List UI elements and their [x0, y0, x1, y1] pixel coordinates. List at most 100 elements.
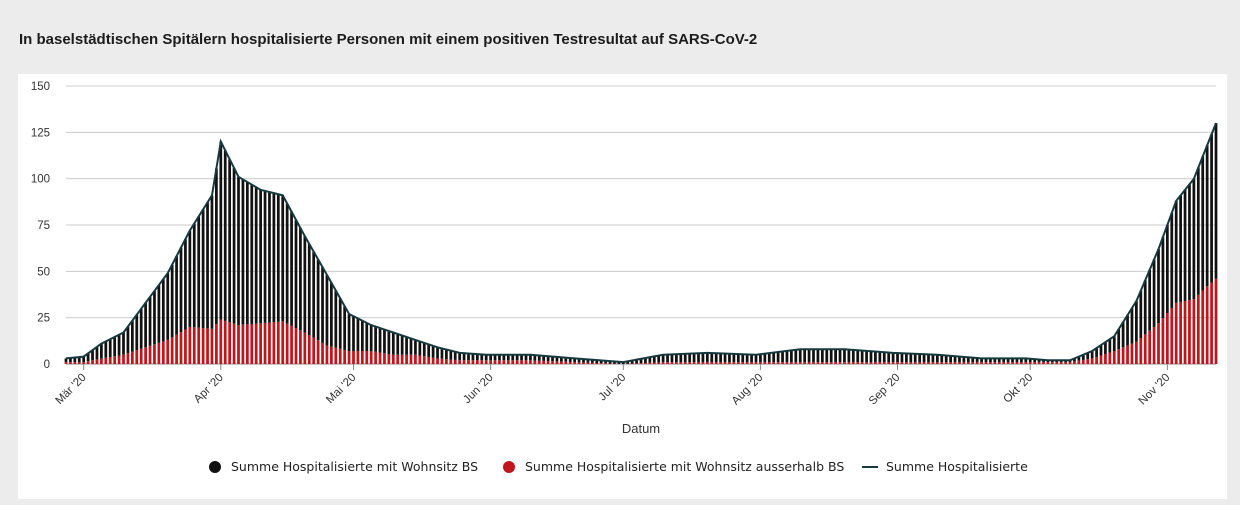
bar-outside-bs [1126, 345, 1129, 364]
bar-bs [502, 354, 506, 361]
legend-marker [503, 461, 515, 473]
bar-bs [878, 351, 882, 363]
bar-outside-bs [1090, 358, 1094, 364]
bar-bs [1086, 352, 1090, 360]
bar-outside-bs [568, 361, 572, 364]
bar-bs [232, 168, 236, 324]
bar-bs [666, 354, 669, 363]
bar-outside-bs [542, 360, 546, 364]
bar-bs [524, 354, 528, 361]
bar-outside-bs [64, 362, 68, 364]
bar-bs [422, 342, 426, 357]
bar-outside-bs [900, 362, 904, 364]
bar-outside-bs [95, 359, 99, 364]
bar-outside-bs [816, 362, 820, 364]
bar-bs [360, 320, 364, 352]
bar-outside-bs [400, 354, 404, 364]
bar-bs [1002, 358, 1006, 363]
bar-bs [458, 352, 462, 361]
bar-outside-bs [776, 362, 780, 364]
bar-bs [1174, 200, 1178, 303]
bar-bs [807, 349, 811, 363]
bar-bs [1130, 308, 1134, 344]
bar-bs [1165, 225, 1169, 314]
bar-bs [1121, 322, 1125, 348]
bar-outside-bs [829, 362, 833, 364]
bar-outside-bs [688, 362, 692, 364]
bar-outside-bs [1130, 343, 1134, 364]
bar-outside-bs [679, 362, 683, 364]
bar-bs [1077, 356, 1081, 361]
bar-bs [595, 360, 599, 363]
bar-outside-bs [586, 362, 590, 364]
bar-bs [537, 355, 541, 361]
bar-outside-bs [321, 342, 324, 364]
bar-outside-bs [414, 354, 417, 364]
bar-bs [608, 361, 612, 364]
y-tick-label: 25 [37, 313, 50, 325]
bar-bs [139, 308, 143, 349]
bar-outside-bs [338, 348, 342, 364]
bar-outside-bs [440, 358, 444, 364]
bar-bs [847, 349, 851, 363]
bar-outside-bs [285, 323, 289, 364]
bar-outside-bs [648, 362, 652, 364]
bar-outside-bs [1095, 356, 1098, 364]
bar-bs [1170, 212, 1174, 308]
bar-outside-bs [272, 322, 276, 364]
bar-outside-bs [728, 362, 731, 364]
bar-bs [582, 359, 585, 363]
bar-bs [820, 349, 824, 363]
bar-bs [453, 351, 457, 360]
bar-bs [515, 354, 519, 361]
bar-bs [334, 290, 338, 348]
bar-bs [374, 326, 377, 352]
bar-outside-bs [1033, 362, 1037, 364]
bar-bs [170, 264, 174, 338]
bar-outside-bs [710, 362, 714, 364]
bar-outside-bs [215, 324, 218, 364]
bar-outside-bs [391, 354, 395, 364]
bar-outside-bs [807, 362, 811, 364]
bar-outside-bs [595, 362, 599, 364]
bar-bs [86, 353, 90, 362]
y-tick-label: 100 [31, 174, 50, 186]
bar-outside-bs [856, 362, 860, 364]
bar-bs [1205, 145, 1209, 287]
bar-outside-bs [374, 351, 377, 364]
bar-outside-bs [847, 362, 851, 364]
bar-bs [263, 190, 267, 323]
bar-bs [1112, 336, 1116, 352]
bar-bs [73, 357, 77, 363]
bar-outside-bs [719, 362, 722, 364]
bar-outside-bs [1037, 362, 1041, 364]
bar-outside-bs [396, 354, 400, 364]
bar-bs [493, 354, 497, 361]
bar-bs [887, 352, 891, 363]
bar-series [64, 123, 1218, 364]
bar-bs [254, 187, 258, 324]
bar-outside-bs [851, 362, 855, 364]
bar-outside-bs [1077, 360, 1081, 364]
bar-bs [767, 353, 771, 363]
bar-outside-bs [1139, 338, 1143, 364]
bar-bs [657, 355, 661, 363]
bar-outside-bs [958, 362, 961, 364]
bar-outside-bs [1020, 362, 1023, 364]
bar-outside-bs [511, 360, 515, 364]
bar-outside-bs [675, 362, 678, 364]
legend-label: Summe Hospitalisierte mit Wohnsitz BS [231, 459, 478, 474]
bar-outside-bs [325, 345, 329, 364]
bar-outside-bs [1046, 362, 1050, 364]
x-tick-label: Mär '20 [53, 372, 88, 407]
bar-outside-bs [1028, 362, 1032, 364]
bar-bs [918, 353, 922, 363]
bar-bs [69, 357, 72, 363]
bar-bs [396, 333, 400, 355]
bar-bs [577, 358, 581, 363]
bar-bs [1024, 358, 1028, 363]
bar-bs [467, 353, 470, 361]
bar-bs [1081, 354, 1085, 360]
bar-outside-bs [1192, 299, 1196, 364]
bar-outside-bs [453, 359, 457, 364]
